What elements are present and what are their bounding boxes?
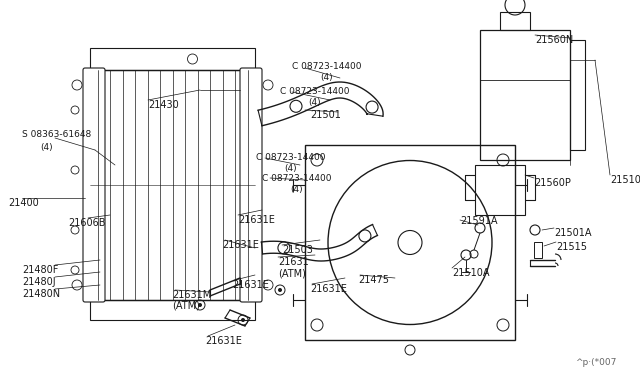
Text: 21631E: 21631E [310,284,347,294]
FancyBboxPatch shape [240,68,262,302]
Text: (ATM): (ATM) [278,268,306,278]
Circle shape [241,318,245,322]
Text: 21631E: 21631E [222,240,259,250]
Text: 21510A: 21510A [452,268,490,278]
Bar [85,70,260,300]
Text: 21510: 21510 [610,175,640,185]
Circle shape [278,288,282,292]
Text: 21631M: 21631M [172,290,211,300]
Text: (4): (4) [290,185,303,194]
Text: (ATM): (ATM) [172,301,200,311]
FancyBboxPatch shape [83,68,105,302]
Text: 21501A: 21501A [554,228,591,238]
Text: 21480J: 21480J [22,277,56,287]
Text: ^p·(*007: ^p·(*007 [575,358,616,367]
Bar [305,145,515,340]
Bar [90,300,255,320]
Text: 21503: 21503 [282,245,313,255]
Text: 21606B: 21606B [68,218,106,228]
Text: 21631E: 21631E [205,336,242,346]
Text: C 08723-14400: C 08723-14400 [280,87,349,96]
Text: S 08363-61648: S 08363-61648 [22,130,92,139]
Text: 21560N: 21560N [535,35,573,45]
Text: 21480N: 21480N [22,289,60,299]
Text: (4): (4) [40,143,52,152]
Text: (4): (4) [308,98,321,107]
Text: 21400: 21400 [8,198,39,208]
Bar [500,12,530,30]
Text: C 08723-14400: C 08723-14400 [262,174,332,183]
Text: C 08723-14400: C 08723-14400 [292,62,362,71]
Text: 21631: 21631 [278,257,308,267]
Bar [475,165,525,215]
Bar [90,48,255,70]
Text: 21480F: 21480F [22,265,58,275]
Bar [570,40,585,150]
Text: 21591A: 21591A [460,216,497,226]
Text: C 08723-14400: C 08723-14400 [256,153,326,162]
Text: 21430: 21430 [148,100,179,110]
Text: 21515: 21515 [556,242,587,252]
Text: 21501: 21501 [310,110,341,120]
Text: 21631E: 21631E [232,280,269,290]
Bar [480,30,570,160]
Text: 21475: 21475 [358,275,389,285]
Text: 21560P: 21560P [534,178,571,188]
Text: 21631E: 21631E [238,215,275,225]
Text: (4): (4) [284,164,296,173]
Text: (4): (4) [320,73,333,82]
Circle shape [198,303,202,307]
Bar [534,242,542,258]
